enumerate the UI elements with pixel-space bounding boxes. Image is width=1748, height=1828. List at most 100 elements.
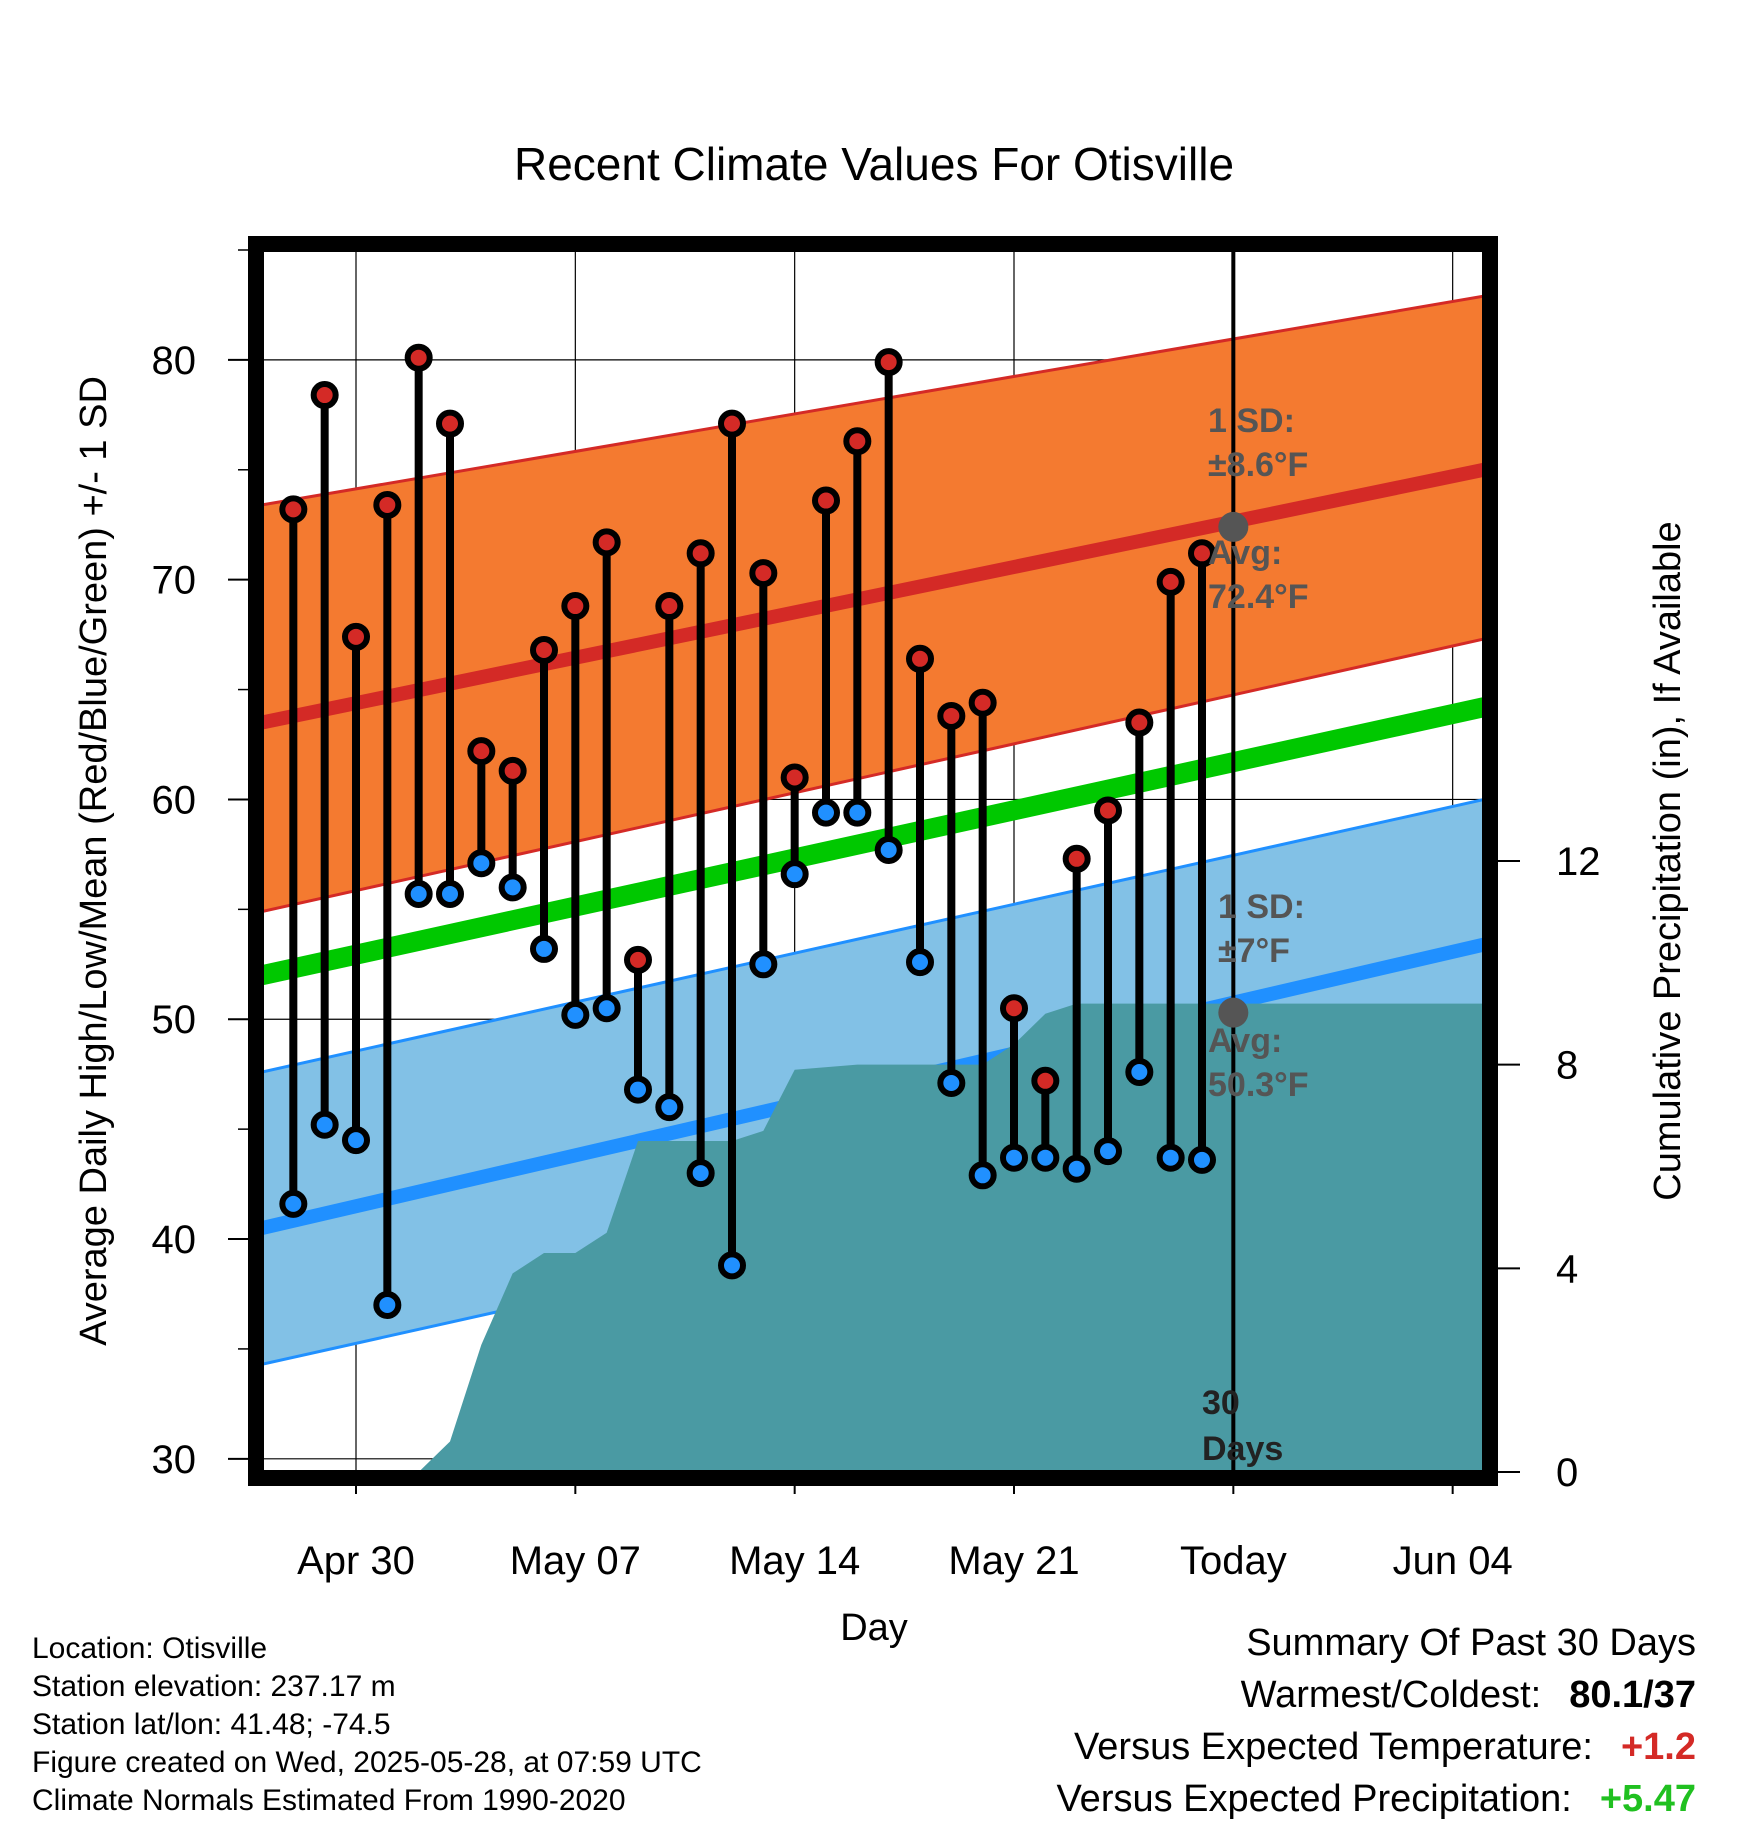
info-normals: Climate Normals Estimated From 1990-2020: [32, 1784, 626, 1817]
low-temp-dot: [310, 1110, 339, 1139]
precipitation-area: [293, 1003, 1484, 1472]
precip-label: Versus Expected Precipitation:: [1056, 1778, 1572, 1820]
high-temp-dot: [561, 592, 590, 621]
high-temp-dot: [404, 343, 433, 372]
daily-dots: [279, 343, 1216, 1319]
high-sd-band: [262, 296, 1484, 912]
y-left-tick-label: 70: [152, 559, 197, 603]
low-temp-dot: [1094, 1137, 1122, 1166]
y-right-tick-label: 12: [1556, 840, 1601, 884]
temp-label: Versus Expected Temperature:: [1074, 1726, 1593, 1768]
high-sd-label: 1 SD:: [1208, 402, 1295, 440]
high-temp-dot: [655, 592, 684, 621]
high-temp-dot: [749, 559, 778, 588]
high-normal-annotation: 1 SD: ±8.6°F Avg: 72.4°F: [1208, 402, 1309, 616]
high-temp-dot: [1094, 796, 1122, 825]
low-temp-dot: [624, 1075, 652, 1104]
low-temp-dot: [874, 836, 903, 865]
high-avg-value: 72.4°F: [1208, 578, 1309, 616]
high-temp-dot: [624, 945, 652, 974]
info-location: Location: Otisville: [32, 1632, 268, 1665]
high-temp-dot: [1031, 1066, 1060, 1095]
low-sd-value: ±7°F: [1218, 932, 1290, 970]
y-left-tick-label: 60: [152, 778, 197, 822]
high-temp-dot: [1156, 567, 1185, 596]
y-right-tick-label: 4: [1556, 1247, 1578, 1291]
x-tick-label: Apr 30: [297, 1539, 415, 1583]
today-low-normal-dot: [1218, 997, 1249, 1028]
high-temp-dot: [718, 409, 746, 438]
high-temp-dot: [498, 756, 527, 785]
high-temp-dot: [686, 539, 715, 568]
left-axis-title: Average Daily High/Low/Mean (Red/Blue/Gr…: [73, 376, 115, 1346]
summary-warm-cold: Warmest/Coldest: 80.1/37: [1241, 1674, 1696, 1717]
low-temp-dot: [780, 860, 809, 889]
today-average-dots: [1218, 511, 1249, 1028]
right-axis-title: Cumulative Precipitation (in), If Availa…: [1647, 521, 1689, 1200]
low-sd-label: 1 SD:: [1218, 888, 1305, 926]
x-tick-label: May 07: [510, 1539, 641, 1583]
high-temp-dot: [530, 636, 558, 665]
low-temp-dot: [342, 1126, 370, 1155]
low-temp-dot: [1000, 1143, 1028, 1172]
low-temp-dot: [467, 849, 496, 878]
high-temp-dot: [1188, 539, 1216, 568]
low-sd-band-upper-edge: [262, 797, 1484, 1074]
low-temp-dot: [1188, 1145, 1216, 1174]
info-latlon: Station lat/lon: 41.48; -74.5: [32, 1708, 391, 1741]
low-normal-annotation: 1 SD: ±7°F Avg: 50.3°F: [1208, 888, 1309, 1104]
warm-cold-label: Warmest/Coldest:: [1240, 1674, 1542, 1716]
x-tick-label: May 14: [729, 1539, 860, 1583]
low-temp-dot: [1062, 1154, 1091, 1183]
low-temp-dot: [530, 934, 558, 963]
y-right-tick-label: 8: [1556, 1044, 1578, 1088]
low-temp-dot: [279, 1189, 308, 1218]
station-info: Location: Otisville Station elevation: 2…: [32, 1630, 702, 1820]
high-temp-dot: [1000, 994, 1028, 1023]
low-temp-dot: [718, 1251, 746, 1280]
y-left-tick-label: 30: [152, 1438, 197, 1482]
high-temp-dot: [937, 701, 966, 730]
high-temp-dot: [279, 495, 308, 524]
low-temp-dot: [906, 948, 934, 977]
low-temp-dot: [1125, 1057, 1154, 1086]
low-avg-value: 50.3°F: [1208, 1066, 1309, 1104]
plot-area: [262, 250, 1484, 1472]
high-temp-dot: [780, 763, 809, 792]
high-sd-band-upper-edge: [262, 294, 1484, 507]
low-temp-dot: [749, 950, 778, 979]
info-created: Figure created on Wed, 2025-05-28, at 07…: [32, 1746, 702, 1779]
summary-temp: Versus Expected Temperature: +1.2: [1074, 1726, 1696, 1769]
low-temp-dot: [373, 1290, 402, 1319]
low-temp-dot: [843, 798, 872, 827]
high-temp-dot: [310, 381, 339, 410]
summary-title: Summary Of Past 30 Days: [1246, 1622, 1696, 1664]
x-axis-title: Day: [840, 1607, 908, 1649]
high-temp-dot: [968, 688, 997, 717]
high-temp-dot: [812, 486, 840, 515]
low-temp-dot: [561, 1000, 590, 1029]
right-y-axis: 0 4 8 12: [1498, 840, 1601, 1495]
high-normal-line: [262, 462, 1484, 730]
today-days-label-1: 30: [1202, 1384, 1240, 1422]
low-temp-dot: [498, 873, 527, 902]
high-sd-band-lower-edge: [262, 637, 1484, 914]
low-temp-dot: [937, 1068, 966, 1097]
daily-range-bars: [289, 357, 1206, 1305]
info-elevation: Station elevation: 237.17 m: [32, 1670, 396, 1703]
y-left-tick-label: 80: [152, 339, 197, 383]
high-temp-dot: [342, 622, 370, 651]
high-temp-dot: [467, 737, 496, 766]
temp-value: +1.2: [1620, 1726, 1696, 1768]
high-temp-dot: [373, 490, 402, 519]
y-left-tick-label: 50: [152, 998, 197, 1042]
low-avg-label: Avg:: [1208, 1022, 1282, 1060]
high-temp-dot: [843, 427, 872, 456]
today-high-normal-dot: [1218, 511, 1249, 542]
warm-cold-value: 80.1/37: [1569, 1674, 1696, 1716]
high-temp-dot: [1125, 708, 1154, 737]
low-temp-dot: [1031, 1143, 1060, 1172]
summary-precip: Versus Expected Precipitation: +5.47: [1056, 1778, 1696, 1821]
left-y-axis: 30 40 50 60 70 80: [152, 249, 248, 1482]
